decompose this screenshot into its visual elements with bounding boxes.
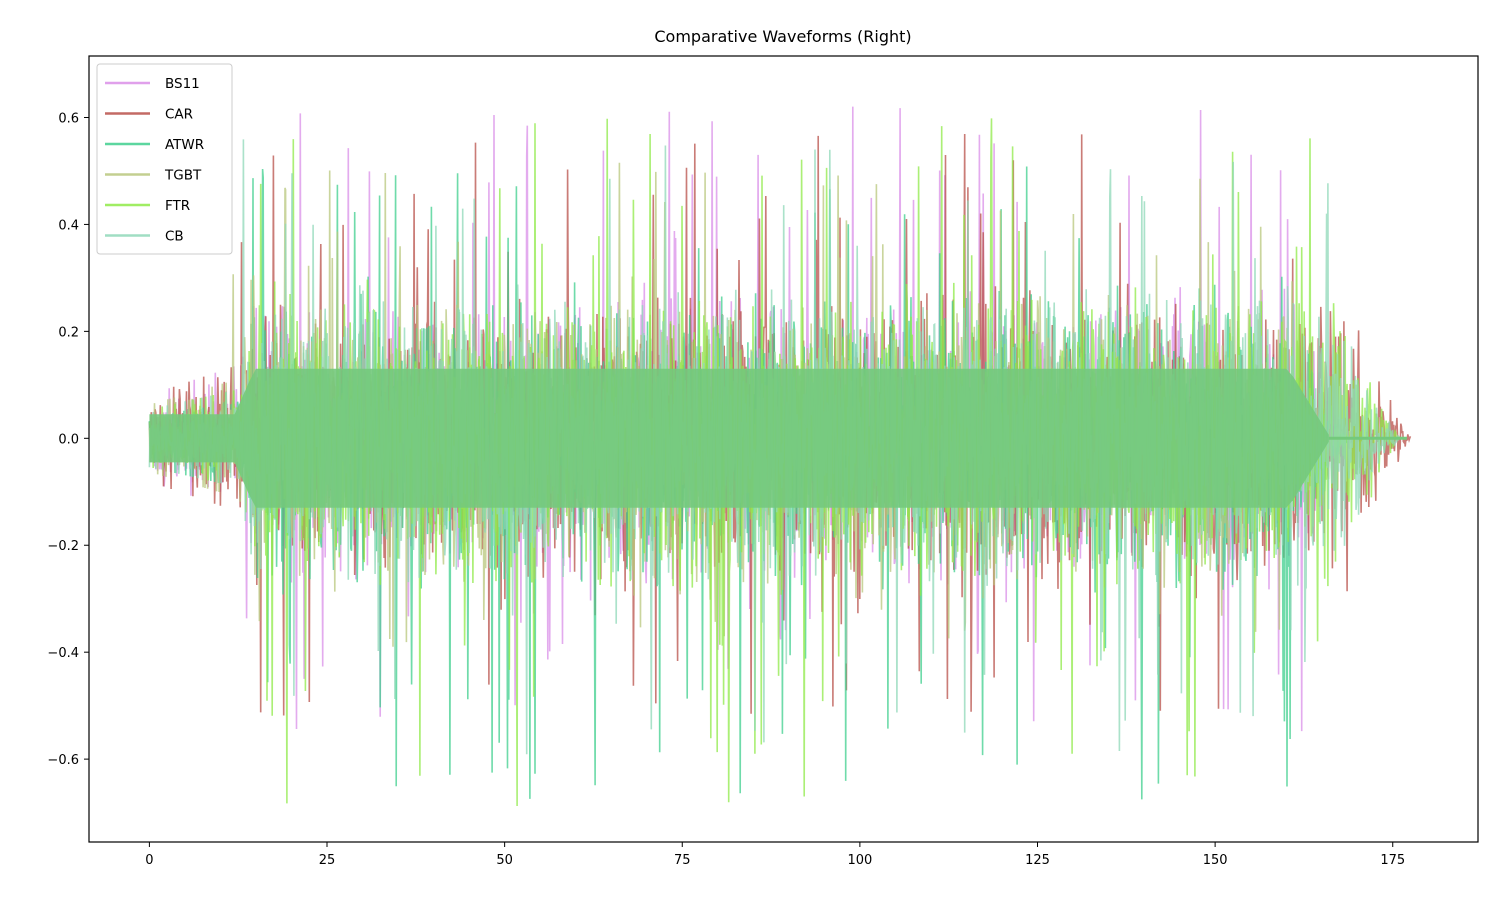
legend-frame [96,63,233,255]
y-tick-label: 0.4 [58,218,79,233]
x-tick-label: 175 [1380,853,1405,868]
x-tick-label: 150 [1203,853,1228,868]
legend-label-atwr: ATWR [165,137,204,153]
x-tick-label: 0 [145,853,153,868]
x-tick-label: 50 [496,853,513,868]
y-tick-label: −0.6 [47,753,79,768]
legend-label-ftr: FTR [165,198,190,214]
legend-label-car: CAR [165,107,193,123]
y-tick-label: 0.6 [58,111,79,126]
x-axis: 0 25 50 75 100 125 150 175 [145,842,1405,868]
y-tick-label: −0.2 [47,539,79,554]
y-axis: −0.6 −0.4 −0.2 0.0 0.2 0.4 0.6 [47,111,89,768]
legend-label-cb: CB [165,229,184,245]
chart-title: Comparative Waveforms (Right) [654,27,911,46]
y-tick-label: −0.4 [47,646,79,661]
waveform-series-layer [148,106,1412,807]
y-tick-label: 0.2 [58,325,79,340]
y-tick-label: 0.0 [58,432,79,447]
plot-area-frame [88,55,1479,843]
legend-label-tgbt: TGBT [164,168,202,184]
x-tick-label: 125 [1025,853,1050,868]
x-tick-label: 25 [319,853,336,868]
x-tick-label: 100 [847,853,872,868]
x-tick-label: 75 [674,853,691,868]
waveform-core-fill [149,368,1329,508]
legend-label-bs11: BS11 [165,76,200,92]
legend: BS11 CAR ATWR TGBT FTR CB [96,63,233,255]
